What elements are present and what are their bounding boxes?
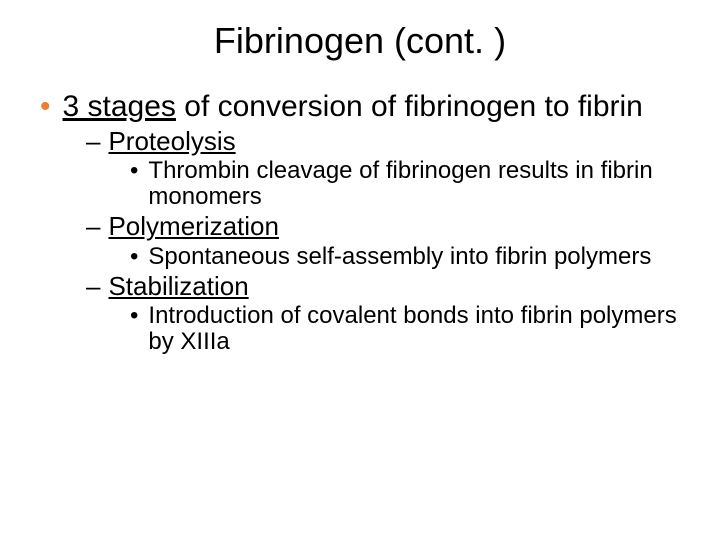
stage-detail: Spontaneous self-assembly into fibrin po… [148, 244, 680, 270]
slide-title: Fibrinogen (cont. ) [0, 0, 720, 72]
bullet-icon: • [130, 244, 138, 270]
stage-detail: Introduction of covalent bonds into fibr… [148, 303, 680, 356]
stage-name: Polymerization [108, 212, 279, 241]
stage-name: Proteolysis [108, 127, 235, 156]
bullet-level2: – Stabilization [86, 272, 680, 301]
slide-body: • 3 stages of conversion of fibrinogen t… [0, 90, 720, 356]
rest-text: of conversion of fibrinogen to fibrin [176, 90, 643, 123]
bullet-level2: – Proteolysis [86, 127, 680, 156]
bullet-level2: – Polymerization [86, 212, 680, 241]
bullet-level3: • Spontaneous self-assembly into fibrin … [130, 244, 680, 270]
bullet-level3: • Thrombin cleavage of fibrinogen result… [130, 158, 680, 211]
slide: Fibrinogen (cont. ) • 3 stages of conver… [0, 0, 720, 540]
dash-icon: – [86, 212, 100, 241]
bullet-icon: • [130, 303, 138, 356]
stage-name: Stabilization [108, 272, 248, 301]
bullet-icon: • [130, 158, 138, 211]
bullet-level1: • 3 stages of conversion of fibrinogen t… [40, 90, 680, 125]
bullet-icon: • [40, 90, 51, 125]
stage-detail: Thrombin cleavage of fibrinogen results … [148, 158, 680, 211]
emph-text: 3 stages [63, 90, 176, 123]
dash-icon: – [86, 127, 100, 156]
bullet-level1-text: 3 stages of conversion of fibrinogen to … [63, 90, 680, 125]
dash-icon: – [86, 272, 100, 301]
bullet-level3: • Introduction of covalent bonds into fi… [130, 303, 680, 356]
